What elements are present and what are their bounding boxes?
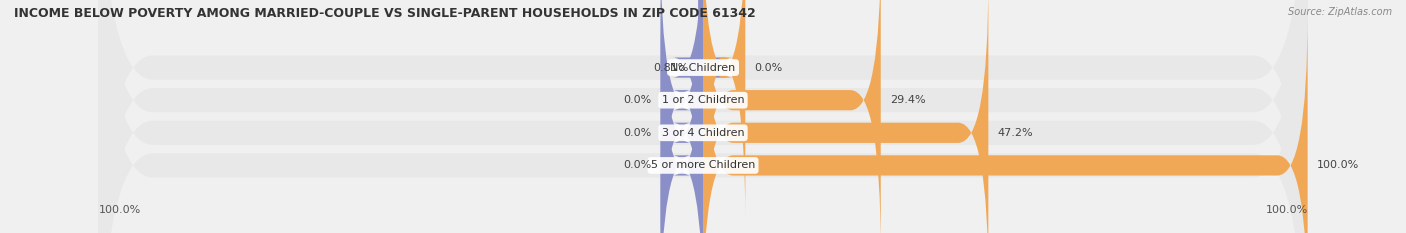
Text: 5 or more Children: 5 or more Children	[651, 161, 755, 170]
Text: 100.0%: 100.0%	[1265, 205, 1308, 215]
FancyBboxPatch shape	[98, 0, 1308, 233]
FancyBboxPatch shape	[98, 0, 1308, 233]
FancyBboxPatch shape	[661, 0, 703, 233]
Text: No Children: No Children	[671, 63, 735, 72]
FancyBboxPatch shape	[703, 0, 880, 233]
Text: 100.0%: 100.0%	[98, 205, 141, 215]
Text: 0.0%: 0.0%	[623, 161, 651, 170]
Text: 3 or 4 Children: 3 or 4 Children	[662, 128, 744, 138]
FancyBboxPatch shape	[703, 12, 1308, 233]
Text: Source: ZipAtlas.com: Source: ZipAtlas.com	[1288, 7, 1392, 17]
Legend: Married Couples, Single Parents: Married Couples, Single Parents	[586, 229, 820, 233]
Text: 29.4%: 29.4%	[890, 95, 925, 105]
Text: 0.81%: 0.81%	[654, 63, 689, 72]
FancyBboxPatch shape	[661, 0, 703, 233]
Text: 0.0%: 0.0%	[623, 128, 651, 138]
FancyBboxPatch shape	[98, 0, 1308, 233]
Text: 0.0%: 0.0%	[755, 63, 783, 72]
FancyBboxPatch shape	[661, 12, 703, 233]
FancyBboxPatch shape	[703, 0, 988, 233]
Text: INCOME BELOW POVERTY AMONG MARRIED-COUPLE VS SINGLE-PARENT HOUSEHOLDS IN ZIP COD: INCOME BELOW POVERTY AMONG MARRIED-COUPL…	[14, 7, 756, 20]
Text: 0.0%: 0.0%	[623, 95, 651, 105]
FancyBboxPatch shape	[703, 0, 745, 221]
FancyBboxPatch shape	[672, 0, 728, 221]
FancyBboxPatch shape	[98, 0, 1308, 233]
Text: 100.0%: 100.0%	[1316, 161, 1358, 170]
Text: 1 or 2 Children: 1 or 2 Children	[662, 95, 744, 105]
Text: 47.2%: 47.2%	[997, 128, 1033, 138]
